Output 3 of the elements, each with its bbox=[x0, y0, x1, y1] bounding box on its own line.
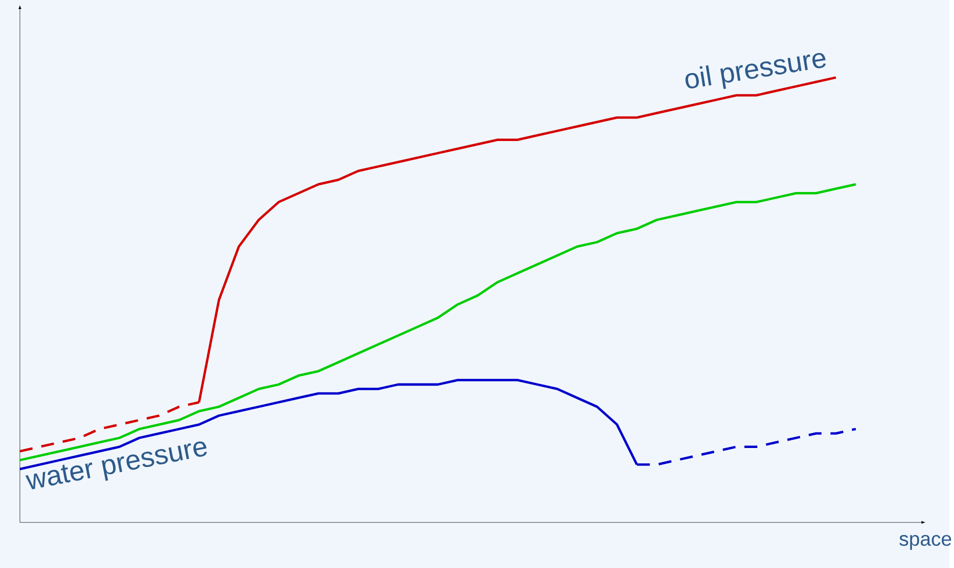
text: oil pressure bbox=[686, 52, 826, 89]
x-axis-title: space bbox=[899, 534, 952, 550]
text: water pressure bbox=[25, 441, 207, 490]
